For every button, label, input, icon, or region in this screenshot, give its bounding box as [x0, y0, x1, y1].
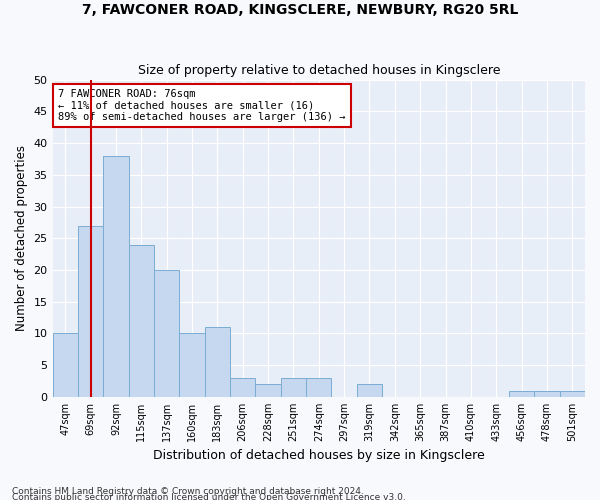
- Bar: [281, 378, 306, 397]
- Bar: [509, 390, 534, 397]
- Bar: [103, 156, 128, 397]
- Bar: [128, 244, 154, 397]
- Bar: [205, 327, 230, 397]
- X-axis label: Distribution of detached houses by size in Kingsclere: Distribution of detached houses by size …: [153, 450, 485, 462]
- Bar: [179, 334, 205, 397]
- Bar: [230, 378, 256, 397]
- Bar: [256, 384, 281, 397]
- Bar: [306, 378, 331, 397]
- Title: Size of property relative to detached houses in Kingsclere: Size of property relative to detached ho…: [137, 64, 500, 77]
- Text: Contains public sector information licensed under the Open Government Licence v3: Contains public sector information licen…: [12, 492, 406, 500]
- Bar: [560, 390, 585, 397]
- Bar: [78, 226, 103, 397]
- Bar: [154, 270, 179, 397]
- Bar: [357, 384, 382, 397]
- Bar: [534, 390, 560, 397]
- Text: 7 FAWCONER ROAD: 76sqm
← 11% of detached houses are smaller (16)
89% of semi-det: 7 FAWCONER ROAD: 76sqm ← 11% of detached…: [58, 89, 346, 122]
- Y-axis label: Number of detached properties: Number of detached properties: [15, 145, 28, 331]
- Text: Contains HM Land Registry data © Crown copyright and database right 2024.: Contains HM Land Registry data © Crown c…: [12, 487, 364, 496]
- Text: 7, FAWCONER ROAD, KINGSCLERE, NEWBURY, RG20 5RL: 7, FAWCONER ROAD, KINGSCLERE, NEWBURY, R…: [82, 2, 518, 16]
- Bar: [53, 334, 78, 397]
